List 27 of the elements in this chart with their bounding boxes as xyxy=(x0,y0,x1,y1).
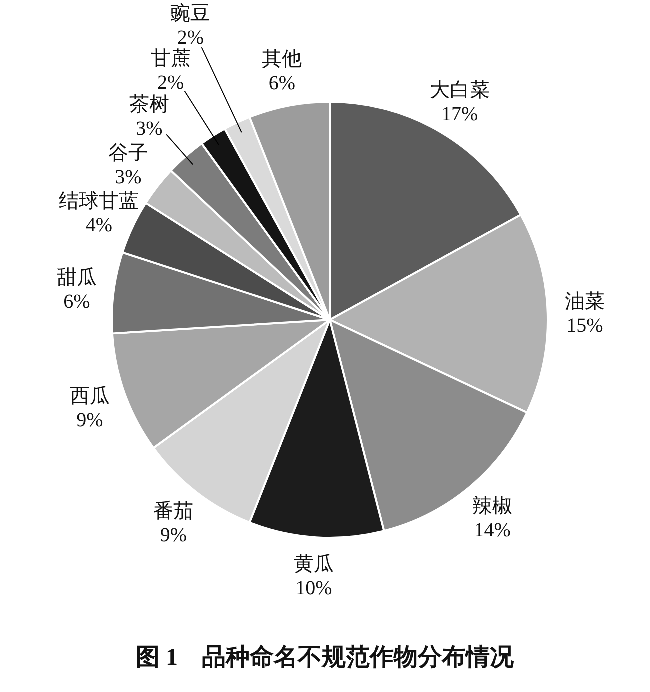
slice-label: 茶树 xyxy=(129,94,170,116)
data-label: 6% xyxy=(268,72,296,94)
slice-label: 甜瓜 xyxy=(56,267,97,290)
data-label: 10% xyxy=(296,578,332,600)
text: 图 1 品种命名不规范作物分布情况 xyxy=(136,644,515,671)
slice-label: 甘蔗 xyxy=(150,48,191,70)
data-label: 6% xyxy=(64,291,90,314)
data-label: 9% xyxy=(76,409,104,432)
slice-label: 谷子 xyxy=(108,142,148,165)
slice-label: 大白菜 xyxy=(430,79,490,102)
data-label: 14% xyxy=(474,520,511,542)
data-label: 2% xyxy=(177,27,204,50)
data-label: 15% xyxy=(566,314,604,337)
slice-label: 油菜 xyxy=(564,290,605,313)
slice-label: 番茄 xyxy=(154,500,194,523)
data-label: 9% xyxy=(160,524,188,547)
data-label: 4% xyxy=(86,214,113,236)
slice-label: 其他 xyxy=(262,48,302,70)
slice-label: 辣椒 xyxy=(472,496,513,518)
slice-label: 黄瓜 xyxy=(294,554,334,576)
data-label: 3% xyxy=(136,118,163,140)
slice-label: 豌豆 xyxy=(170,3,211,26)
data-label: 17% xyxy=(442,103,478,126)
slice-label: 西瓜 xyxy=(70,385,110,408)
slice-label: 结球甘蓝 xyxy=(59,190,140,212)
data-label: 3% xyxy=(115,166,142,189)
data-label: 2% xyxy=(157,72,184,94)
